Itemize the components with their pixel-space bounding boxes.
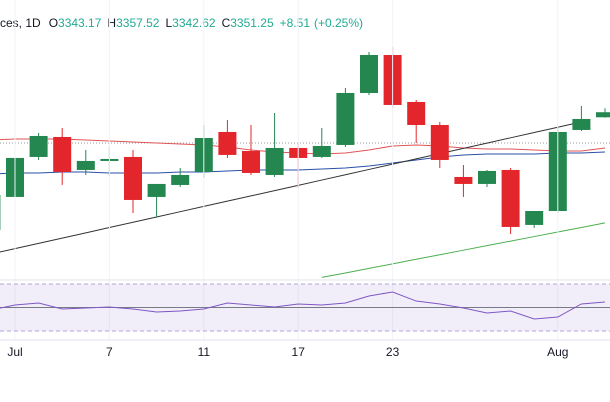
candle-body bbox=[336, 92, 355, 145]
candle-body bbox=[53, 136, 72, 172]
candle-body bbox=[407, 101, 426, 125]
x-tick-label: 17 bbox=[292, 345, 306, 359]
x-tick-label: Aug bbox=[547, 345, 568, 359]
ohlc-value: 3342.62 bbox=[172, 16, 216, 30]
x-tick-label: 11 bbox=[198, 345, 211, 359]
change: +8.51 bbox=[280, 16, 311, 30]
ohlc-value: 3343.17 bbox=[58, 16, 102, 30]
main-pane bbox=[0, 47, 610, 278]
ohlc-label: C bbox=[222, 16, 231, 30]
candle-body bbox=[525, 211, 544, 225]
candle-body bbox=[501, 169, 520, 227]
candle-body bbox=[124, 156, 142, 200]
candle-body bbox=[430, 124, 449, 160]
candle-body bbox=[454, 176, 473, 184]
ohlc-value: 3357.52 bbox=[116, 16, 160, 30]
candle-body bbox=[478, 170, 496, 184]
candle-body bbox=[572, 118, 591, 130]
header: ces, 1D O3343.17 H3357.52 L3342.62 C3351.25 +… bbox=[0, 16, 363, 30]
candle-body bbox=[312, 145, 331, 157]
change-pct: (+0.25%) bbox=[314, 16, 363, 30]
symbol: ces, 1D bbox=[0, 16, 41, 30]
candle-body bbox=[171, 174, 190, 185]
x-tick-label: Jul bbox=[7, 345, 22, 359]
ohlc-value: 3351.25 bbox=[230, 16, 274, 30]
candle-body bbox=[76, 160, 95, 170]
candle-body bbox=[29, 135, 48, 157]
candle-body bbox=[360, 54, 378, 93]
x-tick-label: 7 bbox=[106, 345, 113, 359]
candle-body bbox=[596, 112, 610, 118]
x-tick-label: 23 bbox=[386, 345, 400, 359]
ohlc-label: O bbox=[49, 16, 58, 30]
candle-body bbox=[218, 131, 237, 155]
candle-body bbox=[242, 150, 260, 173]
candle-body bbox=[265, 147, 284, 175]
rsi-line bbox=[0, 291, 606, 320]
overlay-line bbox=[0, 121, 582, 253]
ohlc-label: L bbox=[165, 16, 172, 30]
candle-body bbox=[147, 183, 166, 197]
ohlc-label: H bbox=[107, 16, 116, 30]
overlay-line bbox=[321, 222, 606, 278]
